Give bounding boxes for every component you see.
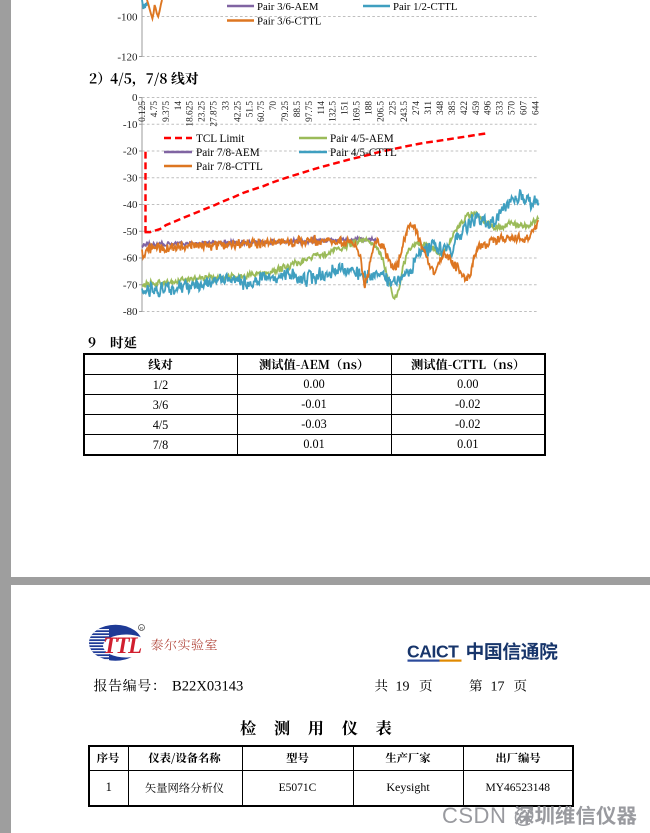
- svg-text:-40: -40: [123, 199, 138, 211]
- svg-text:570: 570: [508, 101, 518, 115]
- svg-text:CAICT: CAICT: [407, 642, 459, 662]
- svg-text:-100: -100: [117, 12, 138, 24]
- svg-text:533: 533: [496, 101, 506, 115]
- svg-text:4.75: 4.75: [150, 101, 160, 118]
- svg-text:-20: -20: [123, 146, 138, 158]
- svg-text:114: 114: [317, 101, 327, 115]
- svg-text:TCL Limit: TCL Limit: [196, 133, 245, 145]
- svg-text:79.25: 79.25: [281, 101, 291, 122]
- svg-text:422: 422: [460, 101, 470, 115]
- svg-text:19: 19: [396, 680, 410, 695]
- svg-text:644: 644: [531, 101, 541, 115]
- svg-text:188: 188: [365, 101, 375, 115]
- svg-text:-50: -50: [123, 226, 138, 238]
- svg-text:311: 311: [424, 101, 434, 115]
- svg-text:Pair 1/2-CTTL: Pair 1/2-CTTL: [393, 1, 457, 13]
- svg-text:-80: -80: [123, 306, 138, 318]
- svg-text:9.375: 9.375: [162, 101, 172, 122]
- svg-text:607: 607: [519, 101, 529, 115]
- svg-text:132.5: 132.5: [329, 101, 339, 122]
- svg-text:459: 459: [472, 101, 482, 115]
- svg-text:348: 348: [436, 101, 446, 115]
- svg-text:225: 225: [388, 101, 398, 115]
- svg-text:169.5: 169.5: [353, 101, 363, 122]
- svg-text:0.125: 0.125: [138, 101, 148, 122]
- svg-text:14: 14: [174, 101, 184, 111]
- svg-text:-60: -60: [123, 253, 138, 265]
- svg-text:151: 151: [341, 101, 351, 115]
- svg-text:-10: -10: [123, 119, 138, 131]
- svg-text:60.75: 60.75: [257, 101, 267, 122]
- svg-text:385: 385: [448, 101, 458, 115]
- svg-text:33: 33: [221, 101, 231, 111]
- svg-text:88.5: 88.5: [293, 101, 303, 118]
- svg-text:27.875: 27.875: [210, 101, 220, 127]
- svg-text:B22X03143: B22X03143: [172, 679, 243, 695]
- svg-text:R: R: [140, 626, 144, 632]
- svg-text:274: 274: [412, 101, 422, 115]
- svg-text:Pair 3/6-AEM: Pair 3/6-AEM: [257, 1, 319, 13]
- svg-text:243.5: 243.5: [400, 101, 410, 122]
- svg-text:42.25: 42.25: [233, 101, 243, 122]
- svg-text:Pair 7/8-AEM: Pair 7/8-AEM: [196, 147, 260, 159]
- svg-text:CSDN @: CSDN @: [442, 803, 536, 828]
- svg-text:51.5: 51.5: [245, 101, 255, 118]
- svg-text:-30: -30: [123, 172, 138, 184]
- svg-text:0: 0: [132, 92, 138, 104]
- svg-text:-70: -70: [123, 279, 138, 291]
- svg-text:70: 70: [269, 101, 279, 111]
- svg-text:Pair 4/5-AEM: Pair 4/5-AEM: [330, 133, 394, 145]
- svg-text:496: 496: [484, 101, 494, 115]
- svg-text:Pair 4/5-CTTL: Pair 4/5-CTTL: [330, 147, 397, 159]
- svg-text:Pair 3/6-CTTL: Pair 3/6-CTTL: [257, 16, 321, 28]
- svg-text:18.625: 18.625: [186, 101, 196, 127]
- svg-text:TTL: TTL: [103, 633, 142, 658]
- svg-text:Pair 7/8-CTTL: Pair 7/8-CTTL: [196, 161, 263, 173]
- svg-text:206.5: 206.5: [376, 101, 386, 122]
- svg-text:17: 17: [491, 680, 505, 695]
- svg-text:97.75: 97.75: [305, 101, 315, 122]
- svg-text:23.25: 23.25: [198, 101, 208, 122]
- svg-text:-120: -120: [117, 52, 138, 64]
